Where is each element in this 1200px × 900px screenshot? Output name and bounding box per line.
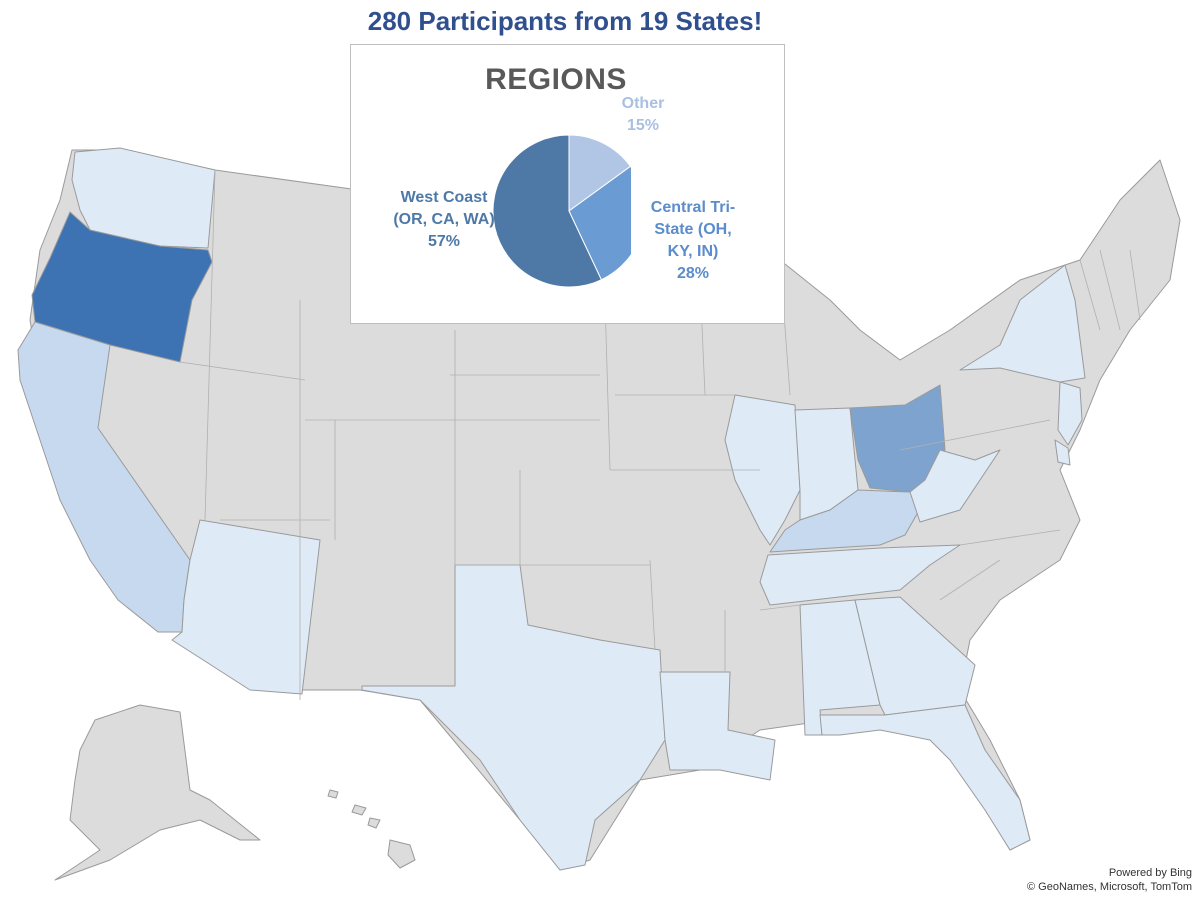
state-hawaii	[387, 839, 416, 869]
pie-slice-central-tri-state	[568, 165, 631, 281]
credit-powered-by: Powered by Bing	[1108, 867, 1192, 879]
label-central-pct: 28%	[676, 265, 710, 282]
inset-title: REGIONS	[485, 63, 627, 96]
pie-slice-west-coast	[492, 134, 603, 288]
state-alaska	[54, 704, 261, 881]
state-california	[17, 321, 191, 633]
label-west-coast-name: West Coast (OR, CA, WA)	[393, 189, 495, 228]
state-new-york	[959, 264, 1086, 383]
state-arizona	[171, 519, 321, 695]
label-west-coast: West Coast (OR, CA, WA) 57%	[389, 187, 499, 253]
state-new-jersey	[1057, 381, 1083, 446]
state-louisiana	[659, 671, 776, 781]
label-central-name: Central Tri-State (OH, KY, IN)	[650, 199, 736, 260]
state-west-virginia	[909, 449, 1001, 523]
state-florida	[819, 704, 1031, 851]
state-borders-interior	[179, 169, 1141, 700]
state-delaware	[1054, 439, 1071, 466]
state-texas	[361, 564, 666, 871]
state-oregon	[31, 211, 213, 363]
regions-pie-chart	[492, 134, 631, 288]
label-other-pct: 15%	[626, 117, 660, 134]
map-credit: Powered by Bing © GeoNames, Microsoft, T…	[1027, 866, 1192, 894]
state-kentucky	[769, 489, 926, 553]
pie-slice-other	[568, 134, 631, 212]
state-tennessee	[759, 544, 961, 606]
page-title: 280 Participants from 19 States!	[367, 6, 763, 36]
label-other: Other 15%	[603, 93, 683, 137]
label-other-name: Other	[621, 95, 665, 112]
regions-pie-inset: REGIONS West Coast (OR, CA, WA) 57% Cent…	[350, 44, 785, 324]
label-west-coast-pct: 57%	[427, 233, 461, 250]
label-central-tri-state: Central Tri-State (OH, KY, IN) 28%	[643, 197, 743, 285]
credit-sources: © GeoNames, Microsoft, TomTom	[1027, 881, 1192, 893]
state-hawaii-islands	[327, 789, 381, 829]
